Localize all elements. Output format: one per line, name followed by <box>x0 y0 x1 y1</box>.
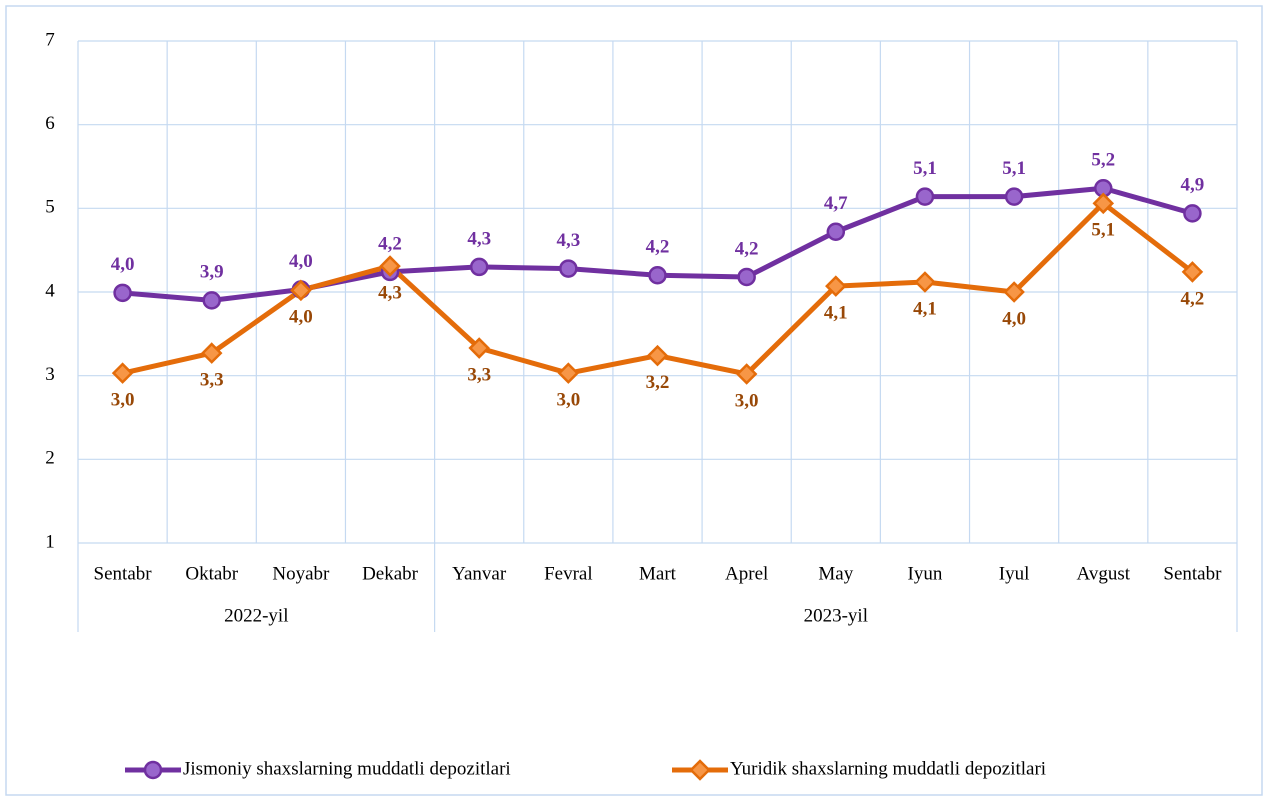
marker <box>290 279 312 302</box>
marker <box>143 760 163 780</box>
x-tick-label: Dekabr <box>362 563 419 584</box>
y-tick-label: 3 <box>45 364 55 385</box>
x-tick-label: Noyabr <box>272 563 330 584</box>
marker <box>379 255 401 277</box>
marker <box>557 362 580 384</box>
data-label: 5,1 <box>1091 220 1115 241</box>
group-label: 2023-yil <box>804 605 868 626</box>
data-label: 4,0 <box>1002 308 1026 329</box>
data-label: 3,0 <box>556 390 580 411</box>
y-tick-label: 2 <box>45 448 55 469</box>
marker <box>737 267 756 287</box>
marker <box>825 275 847 297</box>
data-label: 4,3 <box>467 228 491 249</box>
data-label: 4,3 <box>378 282 402 303</box>
marker <box>469 257 489 277</box>
marker <box>646 344 669 367</box>
x-tick-label: Oktabr <box>185 563 238 584</box>
x-tick-label: Avgust <box>1077 563 1131 584</box>
marker <box>200 342 223 364</box>
x-tick-label: Sentabr <box>1163 563 1222 584</box>
marker <box>648 266 667 285</box>
y-tick-label: 7 <box>45 29 55 50</box>
marker <box>202 291 221 310</box>
y-tick-label: 5 <box>45 197 55 218</box>
data-label: 4,2 <box>378 233 402 254</box>
marker <box>914 271 936 293</box>
chart-frame <box>5 5 1263 796</box>
x-tick-label: May <box>818 563 853 584</box>
legend-label: Jismoniy shaxslarning muddatli depozitla… <box>183 758 511 779</box>
y-tick-label: 4 <box>45 280 55 301</box>
x-tick-label: Mart <box>639 563 677 584</box>
data-label: 3,0 <box>111 390 135 411</box>
data-label: 4,3 <box>556 230 580 251</box>
x-tick-label: Aprel <box>725 563 768 584</box>
marker <box>1183 204 1202 223</box>
marker <box>689 759 711 781</box>
marker <box>735 363 758 385</box>
data-label: 4,9 <box>1181 175 1205 196</box>
legend-label: Yuridik shaxslarning muddatli depozitlar… <box>730 758 1046 779</box>
x-tick-label: Yanvar <box>452 563 507 584</box>
marker <box>1181 261 1204 283</box>
marker <box>915 187 935 206</box>
y-tick-label: 6 <box>45 113 55 134</box>
marker <box>559 259 578 278</box>
data-label: 4,0 <box>289 307 313 328</box>
data-label: 4,2 <box>735 238 759 259</box>
data-label: 4,2 <box>646 237 670 258</box>
data-label: 5,1 <box>913 158 937 179</box>
data-label: 3,3 <box>467 364 491 385</box>
data-label: 3,2 <box>646 372 670 393</box>
data-label: 3,9 <box>200 262 224 283</box>
y-tick-label: 1 <box>45 531 55 552</box>
marker <box>1004 187 1024 206</box>
x-tick-label: Sentabr <box>94 563 153 584</box>
marker <box>826 222 846 242</box>
data-label: 4,1 <box>824 303 848 324</box>
group-label: 2022-yil <box>224 605 288 626</box>
data-label: 3,0 <box>735 390 759 411</box>
data-label: 5,1 <box>1002 158 1026 179</box>
marker <box>1003 281 1025 303</box>
x-tick-label: Iyul <box>999 563 1030 584</box>
data-label: 4,7 <box>824 193 848 214</box>
data-label: 4,1 <box>913 298 937 319</box>
x-tick-label: Fevral <box>544 563 593 584</box>
marker <box>468 337 490 359</box>
marker <box>1092 192 1115 215</box>
marker <box>113 283 132 303</box>
data-label: 5,2 <box>1091 150 1115 171</box>
marker <box>111 362 134 384</box>
x-tick-label: Iyun <box>908 563 943 584</box>
data-label: 4,0 <box>111 254 135 275</box>
data-label: 3,3 <box>200 369 224 390</box>
data-label: 4,0 <box>289 251 313 272</box>
data-label: 4,2 <box>1181 288 1205 309</box>
